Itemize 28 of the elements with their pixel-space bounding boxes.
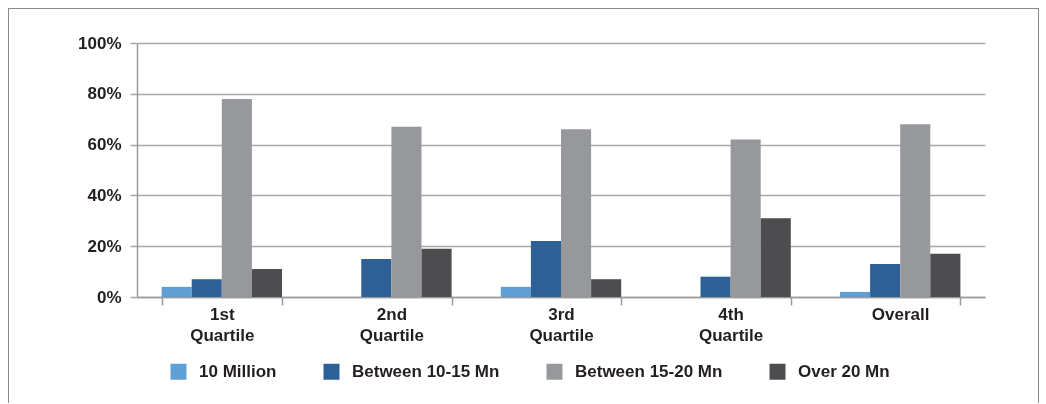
bar bbox=[760, 218, 791, 297]
legend-label: Between 15-20 Mn bbox=[575, 361, 723, 381]
bar bbox=[361, 258, 392, 297]
bar bbox=[191, 279, 222, 297]
legend-label: 10 Million bbox=[199, 361, 277, 381]
y-tick-label: 60% bbox=[87, 135, 122, 155]
y-tick-label: 20% bbox=[87, 236, 122, 256]
bar bbox=[700, 276, 731, 297]
bar bbox=[839, 291, 871, 297]
y-tick-label: 80% bbox=[87, 84, 122, 104]
bar bbox=[930, 253, 961, 297]
bar bbox=[251, 269, 283, 297]
y-tick-label: 0% bbox=[96, 287, 122, 307]
bar bbox=[161, 286, 192, 297]
legend-label: Between 10-15 Mn bbox=[352, 361, 500, 381]
x-tick-label: 4th Quartile bbox=[698, 304, 764, 345]
bar bbox=[500, 286, 531, 297]
bar bbox=[530, 241, 561, 297]
legend-label: Over 20 Mn bbox=[798, 361, 890, 381]
x-tick-label: 2nd Quartile bbox=[359, 304, 425, 345]
bar bbox=[870, 263, 901, 297]
x-tick-label: Overall bbox=[871, 304, 930, 324]
bar bbox=[591, 279, 622, 297]
x-tick-label: 1st Quartile bbox=[190, 304, 255, 345]
y-tick-label: 100% bbox=[78, 33, 122, 53]
x-tick-label: 3rd Quartile bbox=[529, 304, 594, 345]
bar bbox=[421, 248, 452, 297]
y-tick-label: 40% bbox=[87, 185, 122, 205]
